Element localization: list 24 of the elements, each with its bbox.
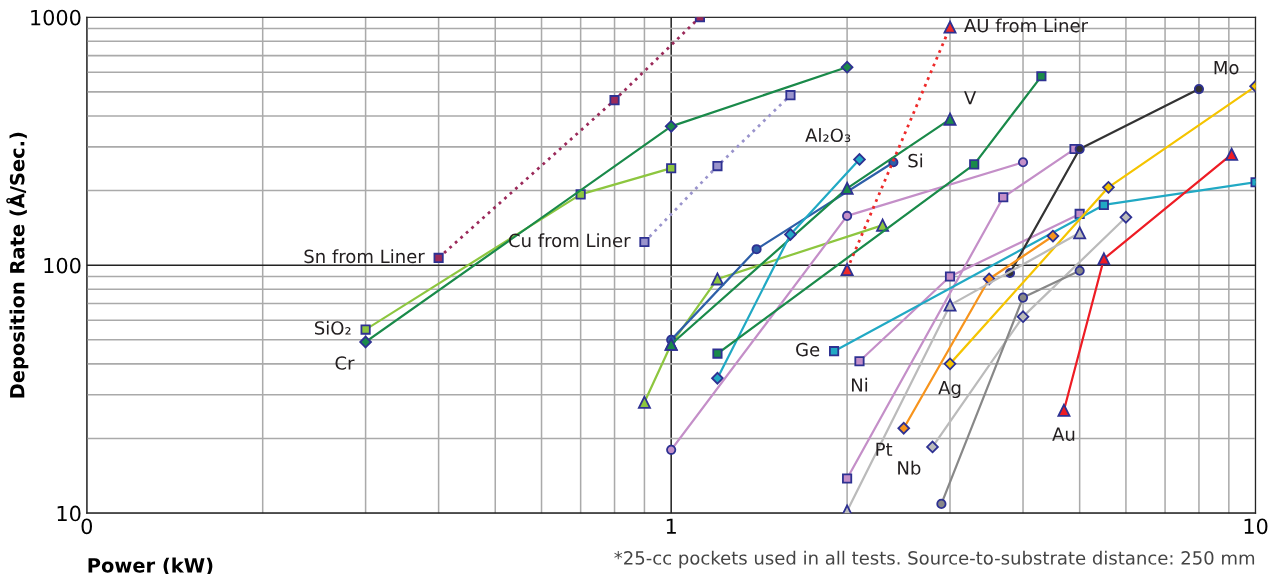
y-axis-title: Deposition Rate (Å/Sec.) <box>6 132 29 398</box>
series-label: Nb <box>898 460 921 475</box>
series-label: Au <box>1052 427 1075 441</box>
series-label: Ge <box>796 342 820 357</box>
x-tick-label: 0 <box>81 518 93 535</box>
x-axis-title: Power (kW) <box>88 557 213 574</box>
series-label: Pt <box>876 442 893 456</box>
series-label: Ag <box>938 381 961 399</box>
series-label: V <box>964 91 977 105</box>
y-tick-label: 10 <box>57 505 81 522</box>
y-tick-label: 1000 <box>31 9 81 26</box>
x-tick-label: 1 <box>666 518 676 534</box>
series-label: Al₂O₃ <box>805 128 851 143</box>
series-label: Mo <box>1214 61 1239 75</box>
series-label: AU from Liner <box>964 18 1088 33</box>
y-tick-label: 100 <box>44 257 81 274</box>
series-label: Cr <box>335 356 355 370</box>
series-label: Sn from Liner <box>304 249 425 264</box>
series-label: SiO₂ <box>314 320 351 335</box>
series-label: Ni <box>851 377 868 392</box>
series-label: Si <box>908 153 923 168</box>
x-tick-label: 10 <box>1244 518 1268 535</box>
text: *25-cc pockets used in all tests. Source-to-substrate distance: 250 mm <box>614 550 1255 569</box>
series-label: Cu from Liner <box>508 233 631 248</box>
